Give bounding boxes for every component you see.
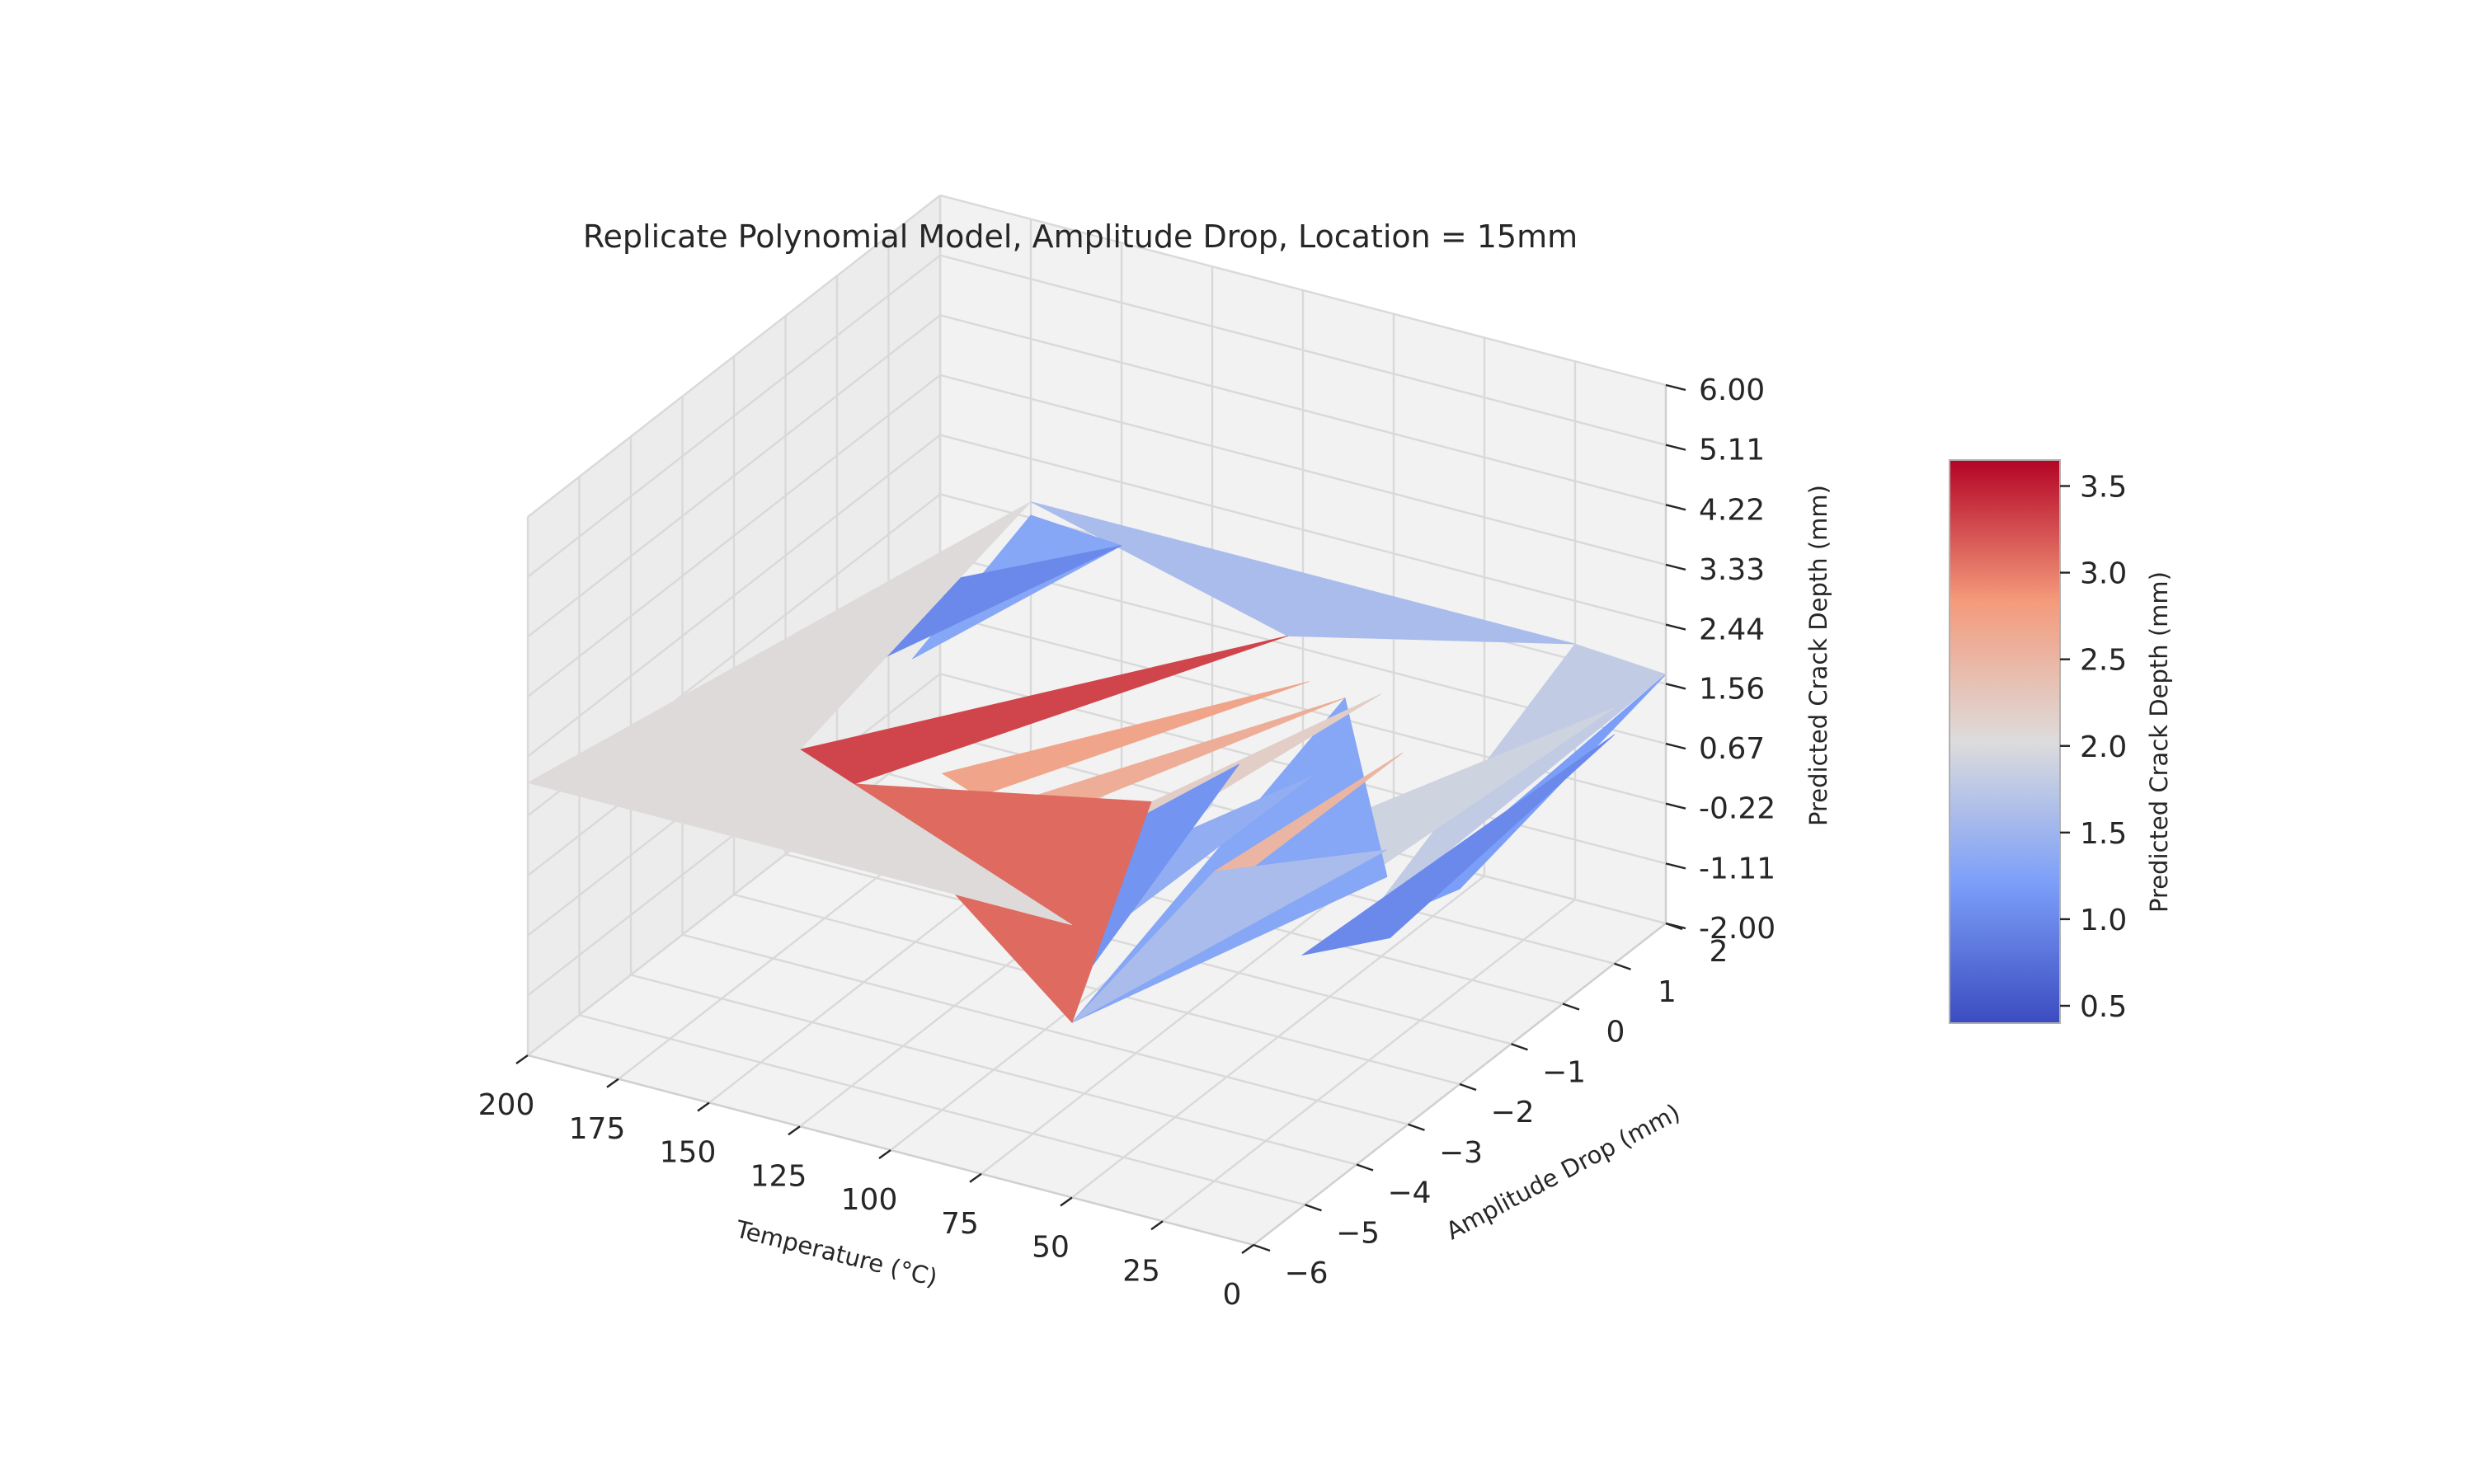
gridline-z — [939, 314, 1667, 506]
z-tick-label: 4.22 — [1699, 493, 1765, 527]
gridline-z — [939, 373, 1667, 566]
z-tick — [1665, 504, 1686, 511]
z-tick — [1665, 383, 1686, 392]
z-tick-label: 1.56 — [1699, 672, 1765, 706]
x-tick-label: 150 — [660, 1136, 717, 1170]
z-axis-label: Predicted Crack Depth (mm) — [1804, 485, 1832, 826]
z-tick-label: 0.67 — [1699, 732, 1765, 766]
x-tick — [878, 1149, 891, 1159]
z-tick-label: -1.11 — [1699, 852, 1776, 885]
gridline-y — [579, 1014, 1305, 1206]
x-tick — [697, 1101, 710, 1112]
colorbar-tick-label: 1.0 — [2080, 904, 2127, 937]
gridline-z — [527, 195, 941, 518]
y-tick — [1253, 1243, 1271, 1252]
surface-facet — [1071, 849, 1388, 1023]
x-tick-label: 50 — [1032, 1231, 1070, 1265]
gridline-y — [682, 933, 1409, 1125]
colorbar-tick-label: 0.5 — [2080, 990, 2127, 1024]
x-tick — [606, 1078, 619, 1088]
x-tick — [1060, 1196, 1073, 1207]
x-tick — [1150, 1220, 1164, 1231]
y-tick — [1459, 1082, 1477, 1092]
y-tick-label: −5 — [1336, 1216, 1380, 1250]
x-tick-label: 25 — [1122, 1254, 1160, 1288]
x-tick-label: 175 — [569, 1112, 626, 1146]
gridline-z — [939, 434, 1667, 626]
chart-title: Replicate Polynomial Model, Amplitude Dr… — [583, 218, 1578, 255]
z-tick — [1665, 862, 1686, 870]
y-tick-label: −2 — [1490, 1096, 1534, 1129]
z-tick — [1665, 742, 1686, 750]
y-tick — [1408, 1123, 1425, 1131]
x-axis-label-text: Temperature (°C) — [732, 1214, 940, 1292]
z-tick-label: -0.22 — [1699, 792, 1776, 826]
z-tick — [1665, 623, 1686, 631]
gridline-z — [939, 254, 1667, 446]
y-tick-label: −3 — [1439, 1136, 1483, 1170]
z-tick — [1665, 563, 1686, 571]
x-tick-label: 125 — [750, 1159, 807, 1193]
z-tick-label: 3.33 — [1699, 553, 1765, 587]
y-tick-label: 2 — [1710, 935, 1729, 969]
z-tick — [1665, 444, 1686, 451]
y-axis-ticks: −6−5−4−3−2−1 012 — [1253, 922, 1729, 1290]
surface-plot — [527, 501, 1667, 1023]
colorbar: 0.5 1.0 1.5 2.0 2.5 3.0 3.5 Predicted Crack De… — [1949, 459, 2173, 1024]
colorbar-tick-label: 3.5 — [2080, 471, 2127, 505]
y-tick-label: 0 — [1606, 1016, 1625, 1050]
y-tick — [1614, 962, 1631, 970]
colorbar-ticks: 0.5 1.0 1.5 2.0 2.5 3.0 3.5 — [2060, 471, 2127, 1024]
y-tick — [1305, 1204, 1322, 1212]
gridline-z — [527, 314, 941, 638]
surface-facet — [942, 681, 1310, 797]
z-tick — [1665, 802, 1686, 810]
y-tick-label: −1 — [1542, 1055, 1586, 1089]
gridline-z — [939, 194, 1667, 387]
x-axis-label: Temperature (°C) — [732, 1214, 940, 1292]
gridline-z — [527, 373, 941, 697]
x-tick — [788, 1125, 801, 1136]
x-tick — [969, 1172, 982, 1183]
z-tick-label: -2.00 — [1699, 912, 1776, 946]
x-axis-ticks: 200 175 150 125 100 75 50 25 0 — [478, 1054, 1254, 1312]
y-tick — [1356, 1163, 1374, 1172]
colorbar-tick-label: 1.5 — [2080, 817, 2127, 851]
y-tick-label: −6 — [1284, 1256, 1328, 1290]
colorbar-label: Predicted Crack Depth (mm) — [2145, 571, 2173, 913]
colorbar-tick-label: 2.5 — [2080, 644, 2127, 678]
x-tick — [1241, 1244, 1254, 1254]
x-tick — [515, 1054, 529, 1064]
colorbar-tick-label: 3.0 — [2080, 557, 2127, 591]
gridline-y — [733, 893, 1460, 1086]
x-tick-label: 75 — [941, 1207, 979, 1241]
x-tick-label: 200 — [478, 1088, 535, 1122]
gridline-y — [630, 974, 1357, 1166]
z-tick — [1665, 683, 1686, 690]
colorbar-tick-label: 2.0 — [2080, 730, 2127, 764]
surface-facet — [1301, 734, 1615, 956]
x-tick-label: 100 — [841, 1183, 898, 1217]
y-tick — [1562, 1003, 1580, 1011]
z-tick-label: 6.00 — [1699, 373, 1765, 407]
y-axis-label: Amplitude Drop (mm) — [1442, 1098, 1685, 1245]
z-tick-label: 2.44 — [1699, 613, 1765, 647]
y-tick-label: −4 — [1387, 1176, 1431, 1210]
z-tick — [1665, 922, 1686, 930]
z-tick-label: 5.11 — [1699, 434, 1765, 467]
y-tick — [1511, 1043, 1528, 1051]
surface-facet — [527, 749, 1073, 926]
z-axis-ticks: -2.00 -1.11 -0.22 0.67 1.56 2.44 3.33 4.22 5.11 6… — [1665, 373, 1776, 946]
gridline-z — [527, 434, 941, 758]
surface-facet — [1030, 501, 1576, 645]
colorbar-gradient — [1949, 459, 2061, 1024]
gridline-z — [527, 254, 941, 578]
y-tick-label: 1 — [1658, 975, 1677, 1009]
x-tick-label: 0 — [1223, 1278, 1242, 1312]
